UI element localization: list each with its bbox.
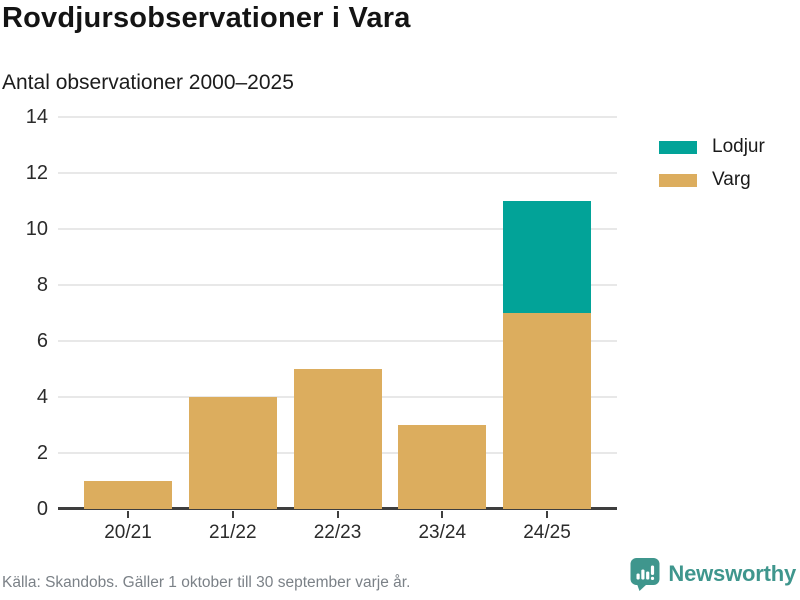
x-tick-21/22 [231, 511, 234, 518]
gridline-y-12 [58, 172, 617, 174]
y-tick-label-2: 2 [36, 442, 48, 464]
bar-segment-varg-24/25 [503, 313, 591, 509]
plot-area: 0 2 4 6 8 10 12 14 20/21 21/22 22/23 23/24 24/25 [26, 106, 617, 543]
x-tick-24/25 [546, 511, 548, 518]
chart-subtitle: Antal observationer 2000–2025 [2, 71, 294, 94]
gridline-y-10 [58, 228, 617, 230]
y-tick-label-10: 10 [25, 218, 48, 240]
bar-segment-varg-20/21 [84, 481, 172, 509]
legend-swatch-lodjur [659, 140, 697, 154]
x-tick-22/23 [336, 511, 339, 518]
x-tick-20/21 [127, 511, 129, 518]
legend-item-varg: Varg [659, 169, 765, 191]
source-note: Källa: Skandobs. Gäller 1 oktober till 3… [2, 574, 411, 591]
newsworthy-icon [630, 558, 660, 591]
y-tick-label-12: 12 [25, 162, 48, 184]
x-tick-label-22/23: 22/23 [313, 522, 362, 543]
newsworthy-logo: Newsworthy [630, 557, 796, 591]
newsworthy-wordmark: Newsworthy [668, 561, 796, 586]
x-tick-23/24 [441, 511, 444, 518]
x-tick-label-24/25: 24/25 [523, 522, 571, 543]
y-tick-label-8: 8 [36, 274, 48, 296]
x-tick-label-20/21: 20/21 [104, 522, 152, 543]
bar-segment-varg-22/23 [293, 369, 382, 509]
x-tick-label-23/24: 23/24 [418, 522, 467, 543]
gridline-y-14 [58, 116, 617, 118]
gridline-y-8 [58, 284, 617, 286]
chart-title: Rovdjursobservationer i Vara [2, 2, 411, 34]
legend-label-varg: Varg [712, 169, 751, 190]
x-tick-label-21/22: 21/22 [208, 522, 257, 543]
bar-segment-lodjur-24/25 [503, 201, 591, 313]
legend: Lodjur Varg [659, 136, 765, 202]
y-tick-label-4: 4 [36, 386, 48, 408]
bar-segment-varg-21/22 [188, 397, 277, 509]
legend-item-lodjur: Lodjur [659, 136, 765, 158]
y-tick-label-6: 6 [36, 330, 48, 352]
legend-label-lodjur: Lodjur [712, 136, 765, 157]
bar-segment-varg-23/24 [398, 425, 487, 509]
legend-swatch-varg [659, 173, 697, 187]
y-tick-label-14: 14 [25, 106, 48, 128]
y-tick-label-0: 0 [36, 498, 48, 520]
gridline-y-6 [58, 340, 617, 342]
